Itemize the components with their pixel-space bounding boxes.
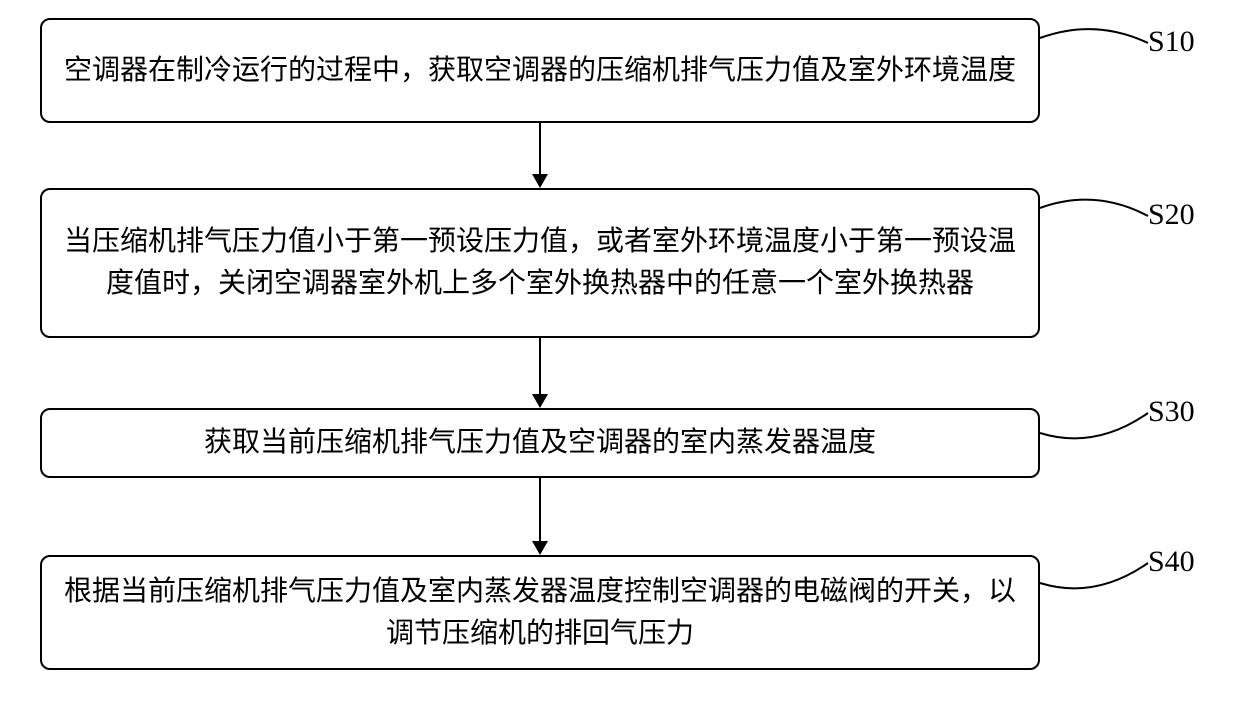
arrow-s30-s40-head <box>532 541 548 555</box>
flow-step-s30-text: 获取当前压缩机排气压力值及空调器的室内蒸发器温度 <box>204 422 876 464</box>
arrow-s10-s20-head <box>532 174 548 188</box>
flow-step-s40: 根据当前压缩机排气压力值及室内蒸发器温度控制空调器的电磁阀的开关，以调节压缩机的… <box>40 555 1040 670</box>
arrow-s10-s20-line <box>539 123 541 174</box>
connector-s40 <box>1040 545 1148 605</box>
connector-s20 <box>1040 188 1148 248</box>
flow-step-s10-text: 空调器在制冷运行的过程中，获取空调器的压缩机排气压力值及室外环境温度 <box>64 50 1016 92</box>
flow-label-s30: S30 <box>1148 395 1195 429</box>
flow-label-s20: S20 <box>1148 198 1195 232</box>
flow-step-s30: 获取当前压缩机排气压力值及空调器的室内蒸发器温度 <box>40 408 1040 478</box>
flow-label-s40: S40 <box>1148 545 1195 579</box>
connector-s10 <box>1040 18 1148 78</box>
connector-s30 <box>1040 395 1148 455</box>
arrow-s30-s40-line <box>539 478 541 541</box>
flow-label-s10: S10 <box>1148 25 1195 59</box>
arrow-s20-s30-line <box>539 338 541 394</box>
flowchart-container: 空调器在制冷运行的过程中，获取空调器的压缩机排气压力值及室外环境温度 S10 当… <box>0 0 1240 703</box>
flow-step-s10: 空调器在制冷运行的过程中，获取空调器的压缩机排气压力值及室外环境温度 <box>40 18 1040 123</box>
flow-step-s20: 当压缩机排气压力值小于第一预设压力值，或者室外环境温度小于第一预设温度值时，关闭… <box>40 188 1040 338</box>
flow-step-s40-text: 根据当前压缩机排气压力值及室内蒸发器温度控制空调器的电磁阀的开关，以调节压缩机的… <box>62 571 1018 655</box>
flow-step-s20-text: 当压缩机排气压力值小于第一预设压力值，或者室外环境温度小于第一预设温度值时，关闭… <box>62 221 1018 305</box>
arrow-s20-s30-head <box>532 394 548 408</box>
